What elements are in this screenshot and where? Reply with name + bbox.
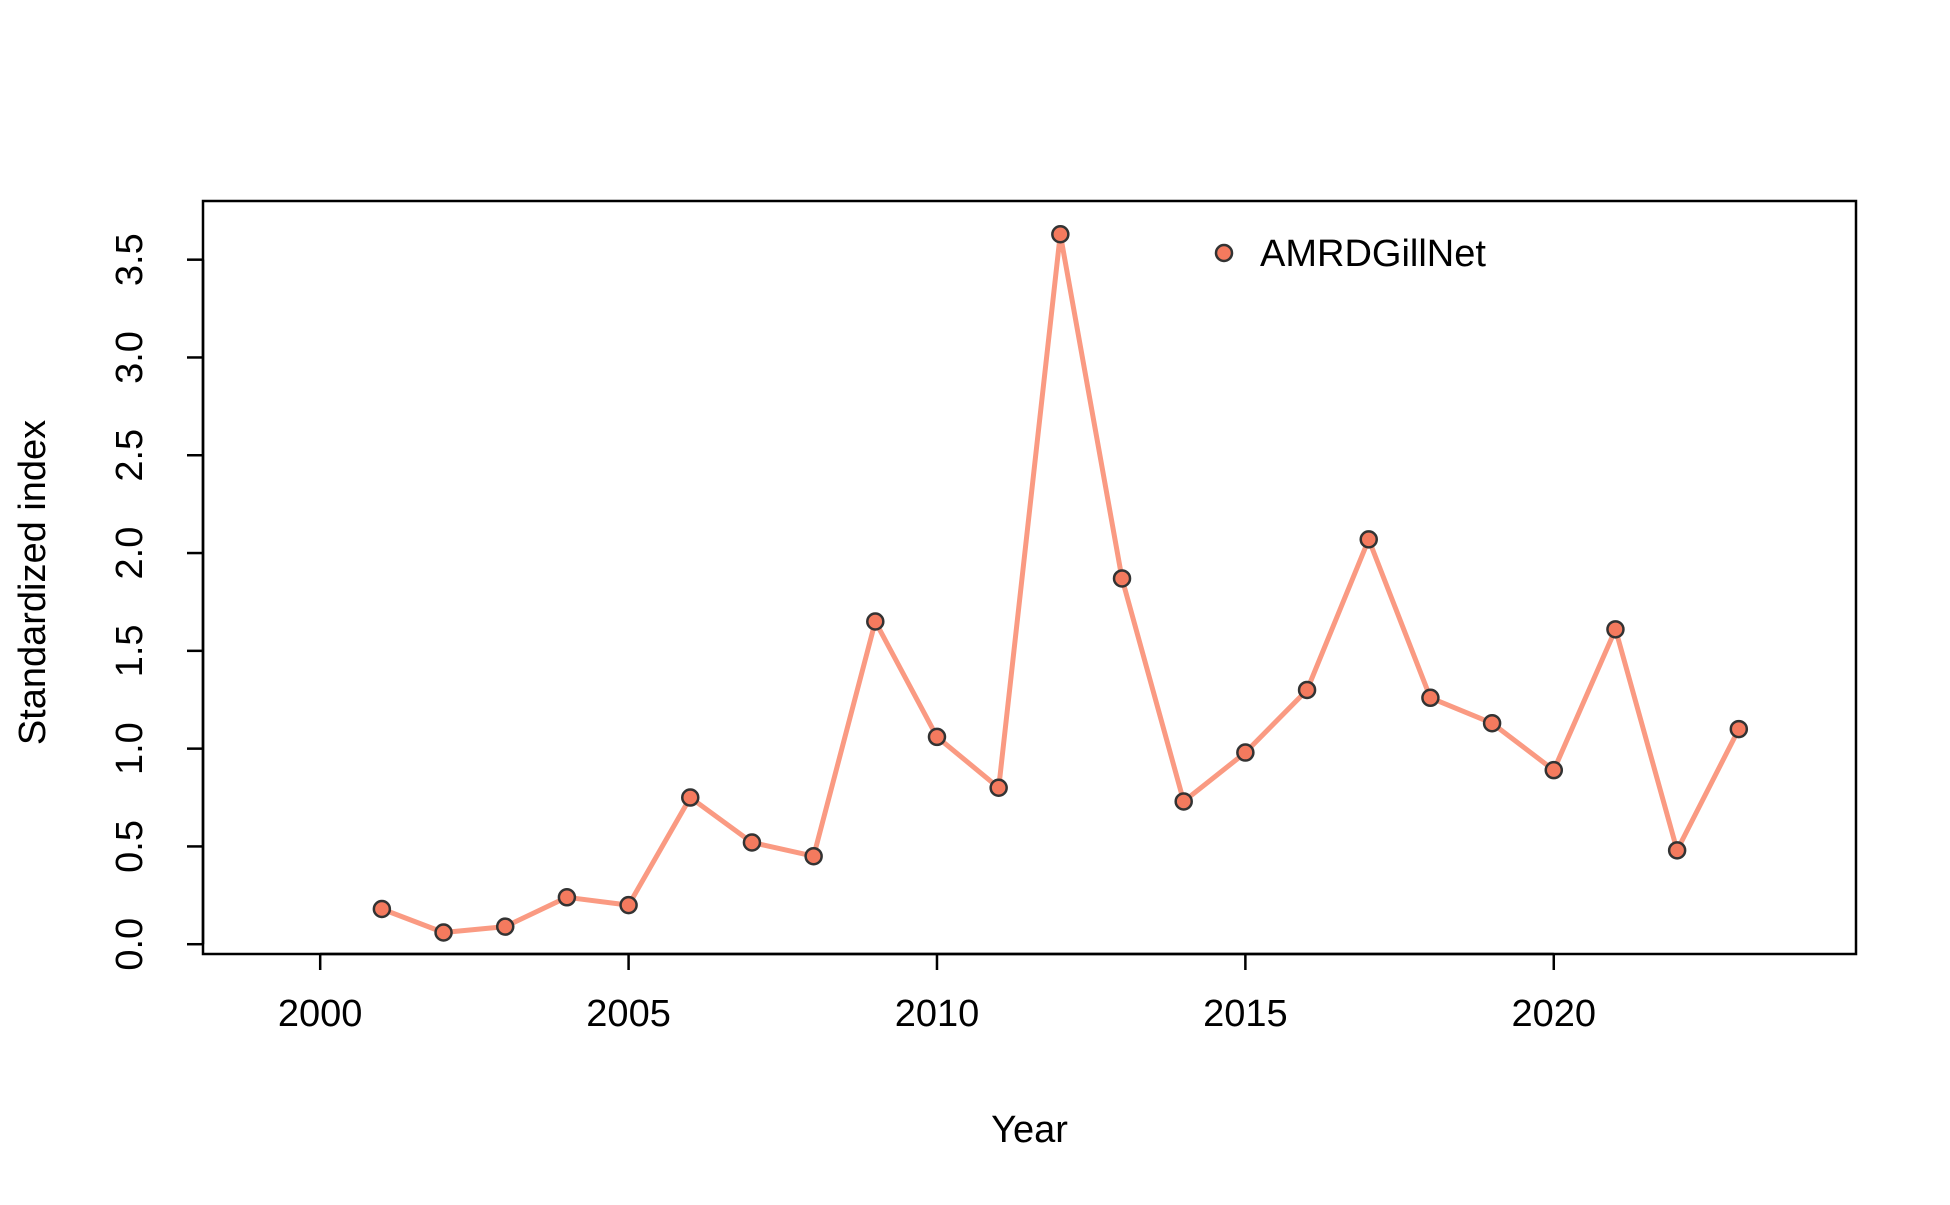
data-point <box>1482 713 1502 733</box>
legend: AMRDGillNet <box>1214 233 1486 275</box>
y-tick-label: 0.5 <box>109 820 151 873</box>
x-tick-label: 2010 <box>895 993 980 1035</box>
data-point <box>372 899 392 919</box>
data-point <box>1297 680 1317 700</box>
y-tick-label: 3.0 <box>109 331 151 384</box>
data-point <box>989 778 1008 798</box>
x-tick-label: 2015 <box>1203 993 1288 1035</box>
data-point <box>927 727 947 747</box>
data-point <box>1606 620 1625 639</box>
y-tick-label: 0.0 <box>109 918 151 971</box>
y-tick-label: 2.0 <box>109 527 151 580</box>
y-tick-label: 2.5 <box>109 429 151 482</box>
x-axis: 2000 2005 2010 2015 2020 <box>278 952 1596 1035</box>
data-point <box>1729 719 1749 739</box>
data-point <box>742 833 762 852</box>
legend-marker <box>1214 243 1234 263</box>
legend-label: AMRDGillNet <box>1260 233 1486 275</box>
data-point <box>1544 760 1564 780</box>
data-point <box>681 788 700 807</box>
data-point <box>1667 841 1687 860</box>
x-tick-label: 2000 <box>278 993 363 1035</box>
x-tick-label: 2005 <box>586 993 671 1035</box>
y-tick-label: 1.0 <box>109 722 151 775</box>
data-point <box>1359 530 1378 549</box>
y-tick-label: 1.5 <box>109 624 151 677</box>
data-point <box>1236 743 1255 762</box>
y-axis: 0.0 0.5 1.0 1.5 2.0 2.5 3.0 3.5 <box>109 233 205 971</box>
y-tick-label: 3.5 <box>109 233 151 286</box>
y-axis-title: Standardized index <box>12 420 54 745</box>
data-point <box>1051 224 1070 244</box>
x-tick-label: 2020 <box>1511 993 1596 1035</box>
data-point <box>434 923 453 942</box>
data-point <box>1421 688 1440 708</box>
data-point <box>1174 792 1193 811</box>
data-point <box>804 846 823 866</box>
series-layer <box>372 224 1749 942</box>
data-point <box>619 895 638 915</box>
data-point <box>866 612 885 631</box>
data-point <box>557 888 577 907</box>
data-point <box>495 917 515 936</box>
x-axis-title: Year <box>991 1109 1068 1151</box>
data-point <box>1112 569 1132 588</box>
